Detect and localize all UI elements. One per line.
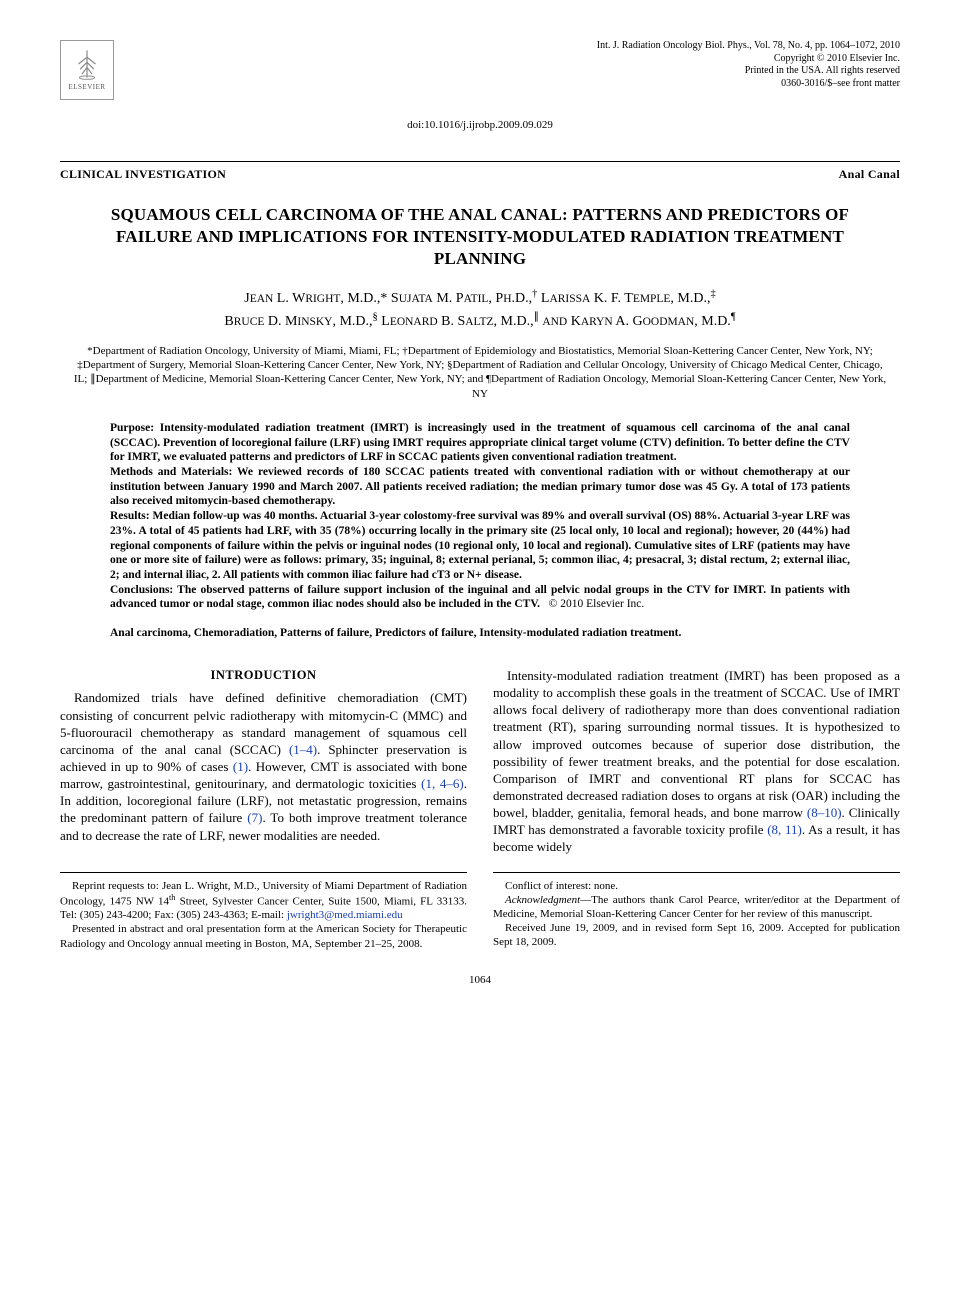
doi-line: doi:10.1016/j.ijrobp.2009.09.029 bbox=[60, 118, 900, 133]
citation-link[interactable]: (1) bbox=[233, 759, 248, 774]
citation-link[interactable]: (7) bbox=[247, 810, 262, 825]
section-type: CLINICAL INVESTIGATION bbox=[60, 166, 226, 182]
intro-paragraph-right: Intensity-modulated radiation treatment … bbox=[493, 667, 900, 856]
abstract-purpose: Purpose: Intensity-modulated radiation t… bbox=[110, 421, 850, 465]
acknowledgment-label: Acknowledgment bbox=[505, 894, 580, 906]
elsevier-tree-icon bbox=[70, 47, 104, 81]
citation-link[interactable]: (1–4) bbox=[289, 742, 317, 757]
presentation-note: Presented in abstract and oral presentat… bbox=[60, 922, 467, 950]
journal-rights: Printed in the USA. All rights reserved bbox=[597, 65, 900, 78]
author-list: JEAN L. WRIGHT, M.D.,* SUJATA M. PATIL, … bbox=[80, 286, 880, 331]
intro-heading: INTRODUCTION bbox=[60, 667, 467, 684]
affiliations: *Department of Radiation Oncology, Unive… bbox=[70, 344, 890, 401]
citation-link[interactable]: (8, 11) bbox=[767, 822, 802, 837]
journal-info: Int. J. Radiation Oncology Biol. Phys., … bbox=[597, 40, 900, 90]
journal-copyright: Copyright © 2010 Elsevier Inc. bbox=[597, 53, 900, 66]
reprint-request: Reprint requests to: Jean L. Wright, M.D… bbox=[60, 879, 467, 923]
footer-rules bbox=[60, 872, 900, 873]
footer-columns: Reprint requests to: Jean L. Wright, M.D… bbox=[60, 879, 900, 951]
article-title: SQUAMOUS CELL CARCINOMA OF THE ANAL CANA… bbox=[90, 204, 870, 270]
body-columns: INTRODUCTION Randomized trials have defi… bbox=[60, 667, 900, 856]
footer-rule-left bbox=[60, 872, 467, 873]
intro-paragraph-left: Randomized trials have defined definitiv… bbox=[60, 689, 467, 843]
publisher-logo-label: ELSEVIER bbox=[68, 83, 105, 92]
author-names: JEAN L. WRIGHT, M.D.,* SUJATA M. PATIL, … bbox=[224, 291, 735, 329]
reprint-email-link[interactable]: jwright3@med.miami.edu bbox=[287, 909, 403, 921]
abstract-block: Purpose: Intensity-modulated radiation t… bbox=[110, 421, 850, 612]
citation-link[interactable]: (1, 4–6) bbox=[421, 776, 464, 791]
footer-rule-right bbox=[493, 872, 900, 873]
abstract-results: Results: Median follow-up was 40 months.… bbox=[110, 509, 850, 583]
journal-citation: Int. J. Radiation Oncology Biol. Phys., … bbox=[597, 40, 900, 53]
body-col-left: INTRODUCTION Randomized trials have defi… bbox=[60, 667, 467, 856]
keywords: Anal carcinoma, Chemoradiation, Patterns… bbox=[110, 626, 850, 641]
abstract-copyright: © 2010 Elsevier Inc. bbox=[549, 598, 645, 610]
citation-link[interactable]: (8–10) bbox=[807, 805, 842, 820]
section-bar: CLINICAL INVESTIGATION Anal Canal bbox=[60, 161, 900, 182]
abstract-conclusions-text: Conclusions: The observed patterns of fa… bbox=[110, 584, 850, 611]
section-topic: Anal Canal bbox=[839, 166, 900, 182]
acknowledgment: Acknowledgment—The authors thank Carol P… bbox=[493, 893, 900, 921]
abstract-conclusions: Conclusions: The observed patterns of fa… bbox=[110, 583, 850, 612]
journal-issn: 0360-3016/$–see front matter bbox=[597, 78, 900, 91]
publisher-logo: ELSEVIER bbox=[60, 40, 114, 100]
footer-col-left: Reprint requests to: Jean L. Wright, M.D… bbox=[60, 879, 467, 951]
page-number: 1064 bbox=[60, 973, 900, 988]
abstract-methods: Methods and Materials: We reviewed recor… bbox=[110, 465, 850, 509]
received-dates: Received June 19, 2009, and in revised f… bbox=[493, 921, 900, 949]
header-row: ELSEVIER Int. J. Radiation Oncology Biol… bbox=[60, 40, 900, 100]
footer-col-right: Conflict of interest: none. Acknowledgme… bbox=[493, 879, 900, 951]
conflict-of-interest: Conflict of interest: none. bbox=[493, 879, 900, 893]
body-col-right: Intensity-modulated radiation treatment … bbox=[493, 667, 900, 856]
